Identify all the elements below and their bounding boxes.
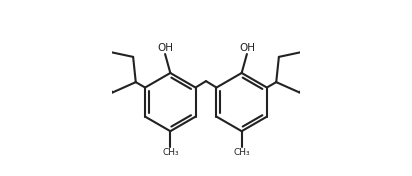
Text: OH: OH — [157, 43, 173, 53]
Text: CH₃: CH₃ — [233, 148, 250, 157]
Text: CH₃: CH₃ — [162, 148, 179, 157]
Text: OH: OH — [239, 43, 255, 53]
